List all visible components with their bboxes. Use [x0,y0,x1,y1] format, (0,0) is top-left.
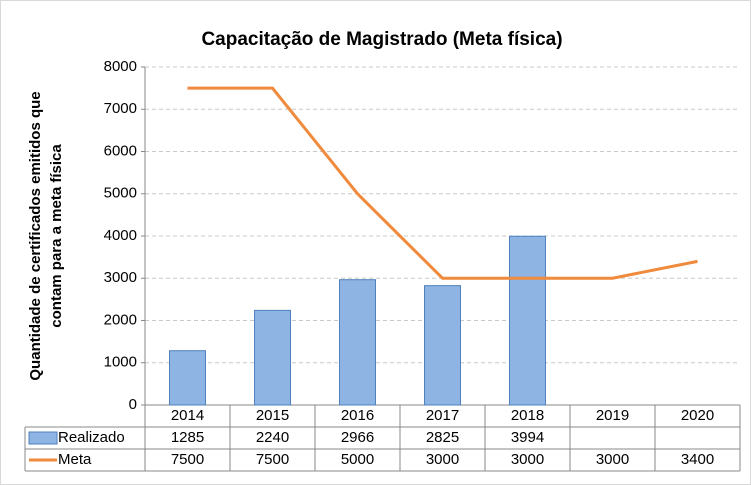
x-tick-label: 2019 [596,407,629,424]
legend-label: Meta [58,451,92,468]
table-value: 3400 [681,451,714,468]
y-tick-label: 5000 [104,185,137,202]
bar [424,285,461,406]
legend-key [28,431,58,445]
y-tick-label: 7000 [104,100,137,117]
table-value: 5000 [341,451,374,468]
y-tick-label: 6000 [104,142,137,159]
table-value: 2240 [256,429,289,446]
x-tick-label: 2015 [256,407,289,424]
bar [509,235,546,406]
x-tick-label: 2020 [681,407,714,424]
table-value: 2966 [341,429,374,446]
table-value: 3994 [511,429,544,446]
x-tick-label: 2016 [341,407,374,424]
table-value: 3000 [426,451,459,468]
table-value: 7500 [171,451,204,468]
bar [169,350,206,406]
table-value: 3000 [596,451,629,468]
y-tick-label: 2000 [104,311,137,328]
table-value: 2825 [426,429,459,446]
y-axis-label: contam para a meta física [48,144,65,328]
y-axis-label: Quantidade de certificados emitidos que [27,91,44,380]
legend-label: Realizado [58,429,125,446]
table-value: 1285 [171,429,204,446]
y-tick-label: 4000 [104,227,137,244]
y-tick-label: 8000 [104,58,137,75]
x-tick-label: 2018 [511,407,544,424]
y-tick-label: 0 [129,396,137,413]
table-value: 3000 [511,451,544,468]
y-tick-label: 1000 [104,354,137,371]
table-value: 7500 [256,451,289,468]
x-tick-label: 2017 [426,407,459,424]
bar [339,279,376,406]
x-tick-label: 2014 [171,407,204,424]
y-tick-label: 3000 [104,269,137,286]
line [187,86,698,280]
chart-title: Capacitação de Magistrado (Meta física) [201,29,562,50]
bar [254,309,291,406]
